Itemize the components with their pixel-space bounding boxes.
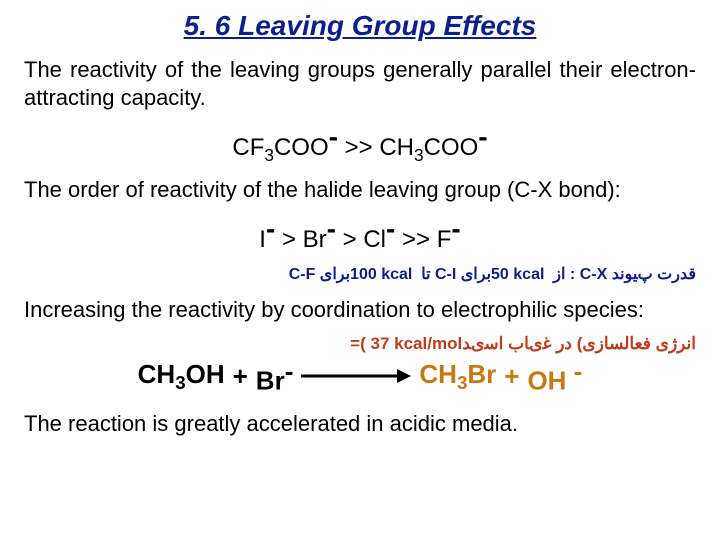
closing-paragraph: The reaction is greatly accelerated in a…: [24, 410, 696, 438]
ch3coo: CH3COO-: [379, 134, 487, 161]
op-much-greater: >>: [345, 134, 380, 161]
bromide: Br-: [303, 226, 336, 253]
section-title: 5. 6 Leaving Group Effects: [24, 10, 696, 42]
reaction-arrow-icon: [301, 368, 411, 384]
coordination-paragraph: Increasing the reactivity by coordinatio…: [24, 296, 696, 324]
fluoride: F-: [437, 226, 461, 253]
halide-intro: The order of reactivity of the halide le…: [24, 176, 696, 204]
methyl-bromide: CH3Br: [419, 359, 496, 394]
intro-paragraph: The reactivity of the leaving groups gen…: [24, 56, 696, 111]
acetate-comparison: CF3COO- >> CH3COO-: [24, 121, 696, 166]
chloride: Cl-: [363, 226, 395, 253]
plus-icon: +: [504, 361, 519, 392]
bromide-ion: Br-: [256, 356, 294, 397]
iodide: I-: [259, 226, 275, 253]
bond-strength-note: ﻗﺪﺭﺕ پﯿﻮﻧﺪ C-X : ﺍﺯ 50 kcal ﺑﺮﺍی C-I ﺗﺎ …: [24, 264, 696, 284]
hydroxide-ion: OH -: [527, 356, 582, 397]
plus-icon: +: [233, 361, 248, 392]
cf3coo: CF3COO-: [232, 134, 344, 161]
activation-energy-note: ﺍﻧﺮژی ﻓﻌﺎﻟﺴﺎﺯی) ﺩﺭ ﻏیﺎﺏ ﺍﺳیﺪ=( 37 kcal/m…: [24, 334, 696, 354]
reaction-equation: CH3OH + Br- CH3Br + OH -: [24, 356, 696, 397]
methanol: CH3OH: [138, 359, 225, 394]
halide-order: I- > Br- > Cl- >> F-: [24, 213, 696, 254]
